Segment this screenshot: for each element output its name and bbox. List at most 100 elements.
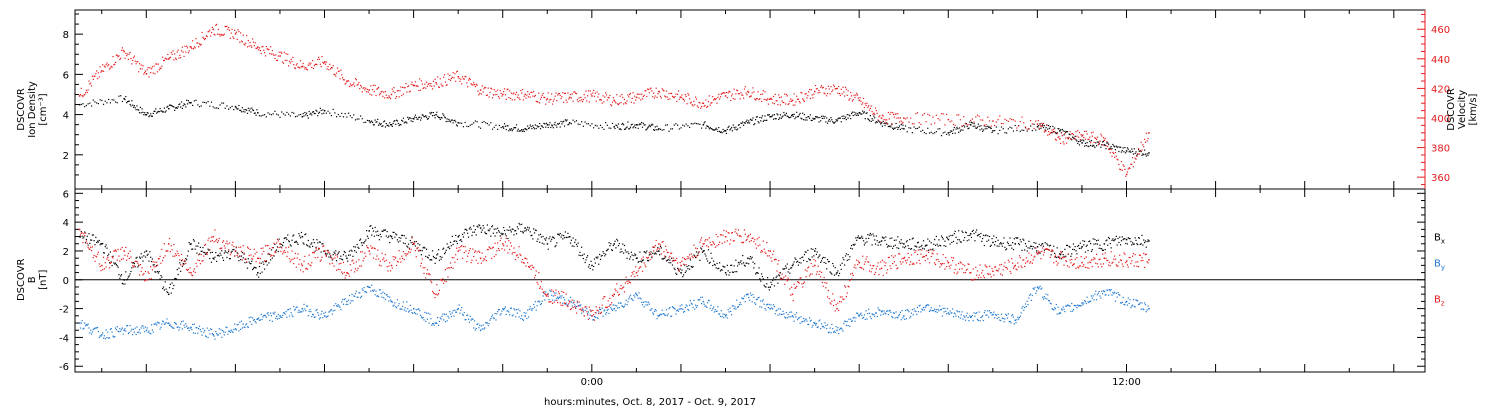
velocity-sample (144, 70, 147, 72)
By-sample (677, 309, 679, 311)
velocity-sample (294, 67, 297, 69)
Bx-sample (921, 244, 923, 246)
Bx-sample (549, 236, 551, 238)
density-sample (322, 109, 324, 111)
By-sample (743, 295, 746, 297)
By-sample (244, 326, 246, 329)
velocity-sample (826, 95, 828, 97)
velocity-sample (862, 102, 864, 104)
velocity-sample (402, 93, 405, 95)
Bx-sample (454, 240, 456, 242)
velocity-sample (596, 91, 598, 93)
By-sample (364, 291, 366, 293)
density-sample (721, 132, 723, 134)
Bx-sample (787, 271, 789, 273)
density-sample (453, 119, 455, 122)
Bx-sample (1025, 245, 1027, 247)
velocity-sample (491, 97, 494, 99)
velocity-sample (296, 63, 298, 65)
density-sample (1031, 129, 1033, 132)
By-sample (1109, 290, 1111, 292)
By-sample (1101, 293, 1104, 295)
Bx-sample (532, 238, 534, 240)
By-sample (1094, 293, 1096, 295)
Bx-sample (963, 239, 965, 241)
By-sample (818, 320, 820, 322)
velocity-sample (668, 92, 670, 95)
velocity-ylabel-line: [km/s] (1468, 93, 1479, 125)
velocity-sample (918, 122, 920, 124)
By-sample (981, 316, 983, 318)
velocity-sample (813, 93, 815, 95)
density-sample (408, 117, 411, 119)
Bx-sample (112, 255, 114, 257)
By-sample (239, 321, 241, 323)
velocity-sample (342, 79, 345, 81)
Bx-sample (790, 267, 793, 269)
density-sample (321, 113, 323, 115)
By-sample (662, 313, 664, 315)
Bx-sample (477, 226, 479, 228)
Bx-sample (712, 264, 714, 267)
Bx-sample (448, 246, 450, 248)
By-sample (202, 327, 204, 330)
Bx-sample (188, 242, 190, 244)
velocity-sample (170, 51, 172, 54)
Bx-sample (732, 271, 734, 273)
By-sample (1146, 309, 1148, 311)
By-sample (275, 317, 277, 319)
By-sample (694, 308, 696, 310)
velocity-sample (1124, 168, 1126, 170)
density-sample (1065, 131, 1067, 133)
velocity-sample (889, 113, 891, 115)
density-sample (438, 117, 441, 119)
By-sample (105, 329, 107, 331)
By-sample (964, 316, 966, 318)
velocity-sample (557, 93, 560, 95)
density-sample (114, 101, 117, 103)
Bx-sample (96, 240, 99, 242)
Bx-sample (1019, 239, 1021, 241)
velocity-sample (840, 88, 842, 90)
Bx-sample (561, 234, 563, 236)
density-sample (1051, 132, 1053, 134)
Bx-sample (185, 257, 187, 260)
velocity-sample (416, 85, 418, 87)
By-sample (670, 315, 672, 317)
By-sample (601, 307, 603, 309)
velocity-sample (282, 61, 284, 63)
Bx-sample (233, 248, 235, 251)
Bx-sample (906, 240, 908, 242)
velocity-point (947, 118, 950, 121)
By-sample (246, 323, 248, 325)
By-sample (218, 328, 220, 330)
Bx-sample (551, 236, 554, 238)
velocity-sample (855, 94, 857, 96)
By-sample (963, 315, 965, 317)
By-sample (659, 314, 661, 316)
Bx-sample (399, 240, 401, 242)
density-sample (750, 119, 752, 121)
By-sample (715, 310, 717, 312)
velocity-sample (741, 94, 743, 96)
velocity-sample (581, 101, 584, 103)
density-sample (801, 118, 803, 120)
velocity-sample (1132, 166, 1135, 168)
density-sample (143, 114, 145, 116)
By-sample (458, 304, 460, 306)
Bx-sample (1118, 241, 1120, 244)
density-sample (953, 126, 955, 129)
Bx-sample (228, 250, 230, 252)
Bz-sample (85, 240, 88, 242)
velocity-sample (673, 97, 675, 99)
velocity-sample (983, 124, 985, 126)
Bx-sample (562, 238, 564, 240)
density-sample (304, 111, 306, 114)
Bx-sample (633, 255, 635, 257)
density-sample (1002, 128, 1004, 130)
density-sample (158, 111, 160, 113)
Bx-sample (330, 256, 332, 258)
By-sample (814, 324, 817, 326)
By-sample (833, 330, 836, 332)
velocity-sample (259, 49, 261, 52)
